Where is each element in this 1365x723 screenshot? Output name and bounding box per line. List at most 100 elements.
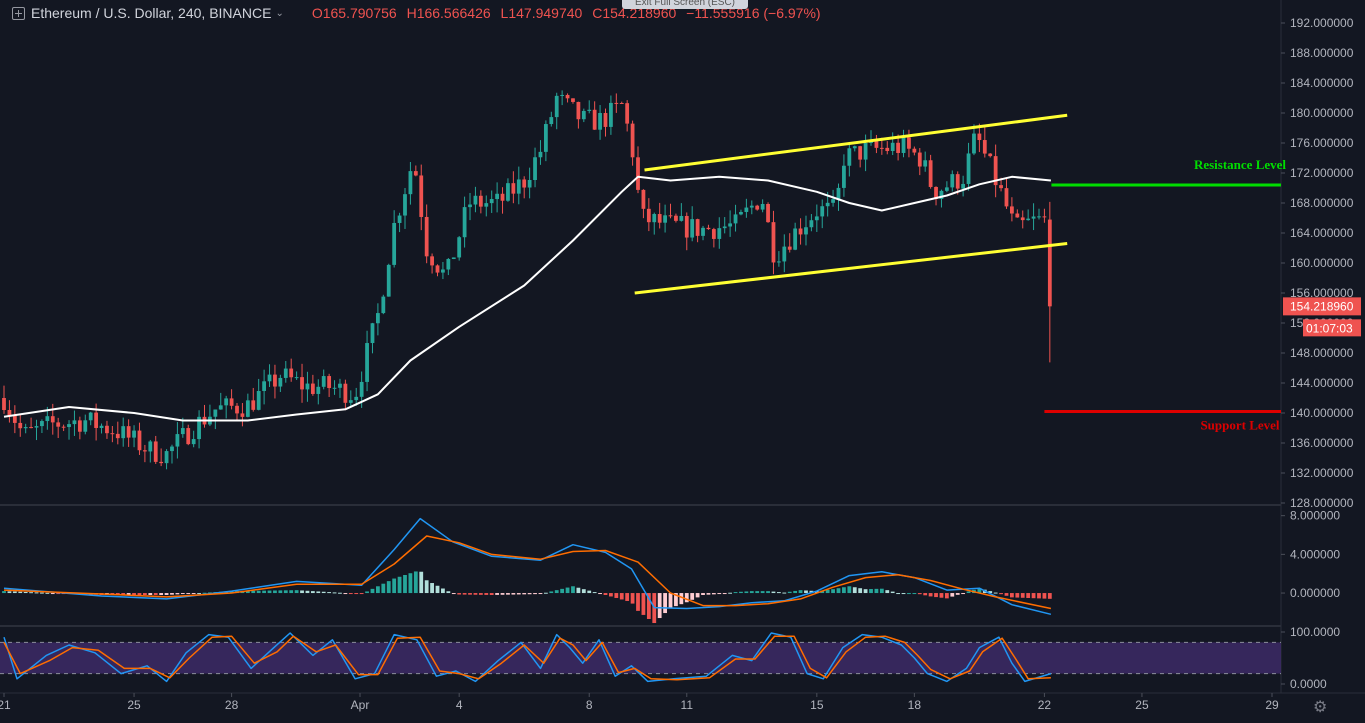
- expand-icon[interactable]: [12, 6, 25, 20]
- candle-body: [663, 215, 667, 223]
- candle-body: [1004, 188, 1009, 207]
- macd-bar: [310, 591, 315, 594]
- candle-body: [137, 430, 142, 451]
- candle-body: [45, 416, 50, 422]
- candle-body: [1047, 219, 1052, 307]
- price-label-bg: [1283, 297, 1361, 316]
- candle-body: [381, 296, 386, 314]
- macd-bar: [332, 592, 337, 594]
- macd-bar: [885, 590, 890, 594]
- macd-bar: [636, 593, 640, 611]
- candle-body: [581, 110, 586, 120]
- macd-bar: [950, 593, 955, 597]
- macd-bar: [153, 593, 158, 595]
- macd-bar: [1015, 593, 1020, 598]
- macd-bar: [7, 591, 12, 594]
- macd-bar: [208, 592, 212, 594]
- candle-body: [213, 409, 218, 417]
- macd-bar: [506, 593, 510, 595]
- macd-bar: [549, 591, 554, 594]
- candle-body: [115, 433, 120, 439]
- candle-body: [549, 117, 554, 125]
- macd-bar: [533, 593, 537, 595]
- exit-fullscreen-tooltip[interactable]: Exit Full Screen (ESC): [622, 0, 748, 9]
- symbol-title[interactable]: Ethereum / U.S. Dollar, 240, BINANCE: [31, 5, 272, 21]
- candle-body: [842, 165, 846, 188]
- candle-body: [603, 113, 608, 127]
- macd-bar: [955, 593, 960, 595]
- candle-body: [435, 265, 440, 273]
- candle-body: [61, 426, 66, 428]
- rsi-band: [0, 642, 1281, 674]
- candle-body: [706, 227, 711, 230]
- candle-body: [934, 186, 938, 199]
- candle-body: [728, 223, 733, 227]
- candle-body: [376, 313, 380, 324]
- candle-body: [262, 381, 266, 391]
- candle-body: [408, 171, 413, 195]
- candle-body: [739, 211, 743, 215]
- candle-body: [511, 183, 516, 194]
- macd-bar: [489, 593, 494, 595]
- y-tick-label: 164.000000: [1290, 226, 1354, 240]
- candle-body: [370, 323, 375, 344]
- macd-bar: [245, 590, 250, 594]
- candle-body: [159, 461, 164, 464]
- candle-body: [121, 426, 126, 439]
- candle-body: [782, 246, 787, 262]
- y-tick-label: 192.000000: [1290, 16, 1354, 30]
- candle-body: [110, 433, 115, 435]
- candle-body: [1020, 217, 1025, 221]
- macd-bar: [441, 588, 445, 594]
- signal-line: [3, 535, 1052, 610]
- candle-body: [413, 171, 418, 176]
- candle-body: [787, 246, 792, 250]
- macd-bar: [354, 593, 359, 595]
- macd-line: [3, 517, 1052, 616]
- macd-bar: [348, 593, 353, 595]
- macd-bar: [587, 590, 592, 594]
- macd-bar: [132, 593, 136, 595]
- macd-bar: [516, 593, 521, 595]
- macd-bar: [609, 593, 613, 597]
- x-tick-label: 29: [1265, 698, 1279, 712]
- macd-bar: [1031, 593, 1036, 599]
- candle-body: [294, 377, 299, 379]
- x-tick-label: 15: [810, 698, 824, 712]
- candle-body: [289, 368, 294, 378]
- candle-body: [321, 376, 326, 387]
- macd-bar: [554, 590, 559, 594]
- macd-bar: [370, 588, 375, 594]
- candle-body: [392, 222, 397, 265]
- macd-bar: [874, 588, 879, 594]
- candle-body: [587, 109, 592, 111]
- candle-body: [776, 261, 781, 263]
- candle-body: [982, 140, 987, 154]
- candle-body: [674, 215, 678, 221]
- candle-body: [256, 390, 261, 410]
- macd-bar: [961, 593, 966, 595]
- y-tick-label: 172.000000: [1290, 166, 1354, 180]
- candle-body: [229, 398, 234, 406]
- macd-bar: [424, 580, 429, 594]
- x-tick-label: 18: [908, 698, 922, 712]
- gear-icon[interactable]: ⚙: [1313, 699, 1328, 716]
- macd-bar: [684, 593, 689, 603]
- macd-bar: [771, 591, 776, 594]
- candle-body: [760, 203, 765, 210]
- candle-body: [478, 195, 483, 207]
- candle-body: [690, 219, 695, 238]
- candle-body: [543, 124, 548, 152]
- chevron-down-icon[interactable]: ⌄: [275, 7, 284, 19]
- macd-bar: [142, 593, 147, 595]
- macd-bar: [755, 591, 760, 594]
- candle-body: [451, 257, 456, 260]
- macd-bar: [717, 593, 722, 595]
- candle-body: [446, 259, 451, 270]
- macd-tick-label: 4.000000: [1290, 547, 1340, 561]
- macd-bar: [766, 591, 770, 594]
- x-tick-label: 28: [225, 698, 239, 712]
- candle-body: [457, 237, 462, 258]
- x-tick-label: 11: [681, 698, 694, 712]
